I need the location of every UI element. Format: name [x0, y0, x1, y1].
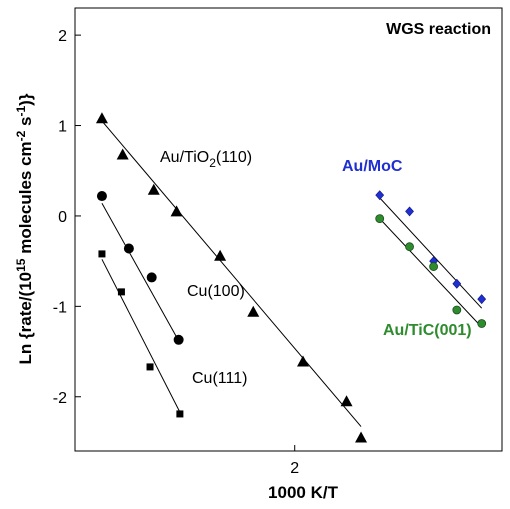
y-axis-title-part: molecules cm: [16, 141, 35, 258]
data-point: [147, 183, 160, 195]
y-axis-ticks: 2 1 0 -1 -2: [53, 28, 81, 407]
data-point: [375, 190, 385, 201]
data-point: [170, 205, 183, 217]
fit-line: [101, 259, 181, 413]
data-point: [116, 148, 129, 160]
data-point: [247, 305, 260, 317]
y-axis-title-sup: -2: [14, 130, 28, 141]
data-point: [98, 250, 106, 258]
data-point: [117, 288, 125, 296]
series-label-au-tic: Au/TiC(001): [383, 322, 472, 339]
series-label-sub: 2: [209, 156, 216, 170]
data-point: [146, 363, 154, 371]
y-tick-label: 2: [58, 28, 67, 45]
data-point: [452, 278, 462, 289]
data-point: [355, 431, 368, 443]
data-point: [405, 242, 414, 252]
y-tick-label: -2: [53, 390, 67, 407]
series-label-cu111: Cu(111): [192, 370, 247, 387]
data-point: [429, 262, 438, 271]
data-point: [340, 395, 353, 407]
data-point: [477, 294, 487, 305]
series-label-part: Au/TiO: [160, 149, 209, 166]
y-axis-title-part: )}: [16, 93, 35, 106]
x-axis-ticks: 2: [290, 445, 299, 477]
y-tick-label: 1: [58, 119, 67, 136]
y-axis-title-sup: -1: [14, 105, 28, 116]
y-tick-label: 0: [58, 209, 67, 226]
y-axis-title-sup: 15: [14, 258, 28, 272]
y-axis-title: Ln {rate/(1015 molecules cm-2 s-1)}: [14, 93, 35, 364]
fit-line: [101, 120, 362, 427]
fit-line: [101, 203, 180, 341]
data-point: [146, 272, 157, 283]
series-label-cu100: Cu(100): [187, 283, 245, 300]
data-markers: [95, 112, 487, 443]
series-label-au-moc: Au/MoC: [342, 158, 403, 175]
y-axis-title-part: s: [16, 116, 35, 130]
data-point: [95, 112, 108, 124]
data-point: [297, 355, 310, 367]
x-tick-label: 2: [290, 460, 299, 477]
x-axis-title: 1000 K/T: [268, 483, 339, 502]
data-point: [405, 206, 414, 217]
series-label-au-tio2: Au/TiO2(110): [160, 149, 252, 170]
data-point: [375, 214, 385, 224]
fit-line: [379, 197, 483, 309]
data-point: [477, 319, 487, 328]
y-tick-label: -1: [53, 299, 67, 316]
data-point: [173, 334, 184, 345]
plot-frame: [74, 7, 503, 452]
series-label-part: (110): [216, 149, 252, 166]
data-point: [214, 249, 227, 261]
fit-lines: [101, 120, 483, 427]
data-point: [176, 410, 184, 418]
data-point: [96, 191, 107, 202]
data-point: [452, 305, 462, 315]
fit-line: [379, 218, 483, 328]
chart-title: WGS reaction: [386, 21, 491, 38]
data-point: [123, 243, 134, 254]
y-axis-title-part: Ln {rate/(10: [16, 272, 35, 365]
